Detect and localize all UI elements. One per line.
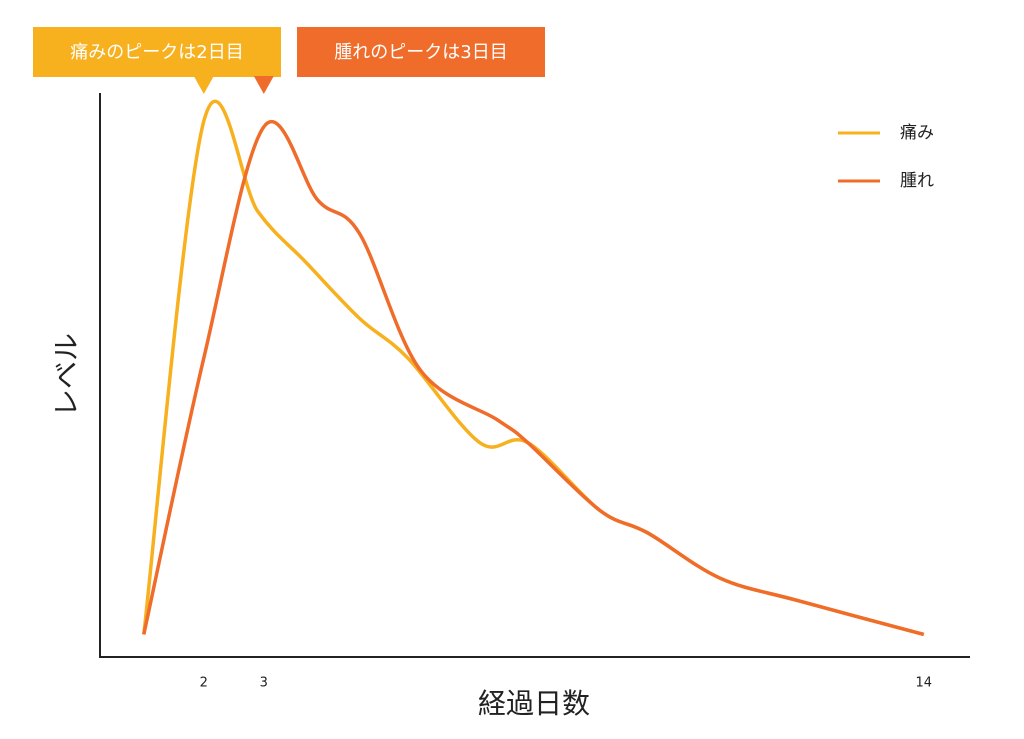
x-tick-label: 2 [200,676,208,691]
line [142,120,925,637]
annotation: 腫れのピークは3日目 [334,42,507,63]
y-axis-label: レベル [50,333,83,417]
callout-box [297,27,545,77]
annotation: 痛みのピークは2日目 [70,42,243,63]
callout-pointer [193,76,214,94]
callout-box [33,27,281,77]
callout-pointer [253,76,274,94]
legend-label: 腫れ [900,171,934,191]
x-tick-label: 3 [260,676,268,691]
x-tick-label: 14 [916,676,933,691]
legend-label: 痛み [900,123,934,143]
line [142,99,925,637]
x-axis-label: 経過日数 [478,687,590,720]
